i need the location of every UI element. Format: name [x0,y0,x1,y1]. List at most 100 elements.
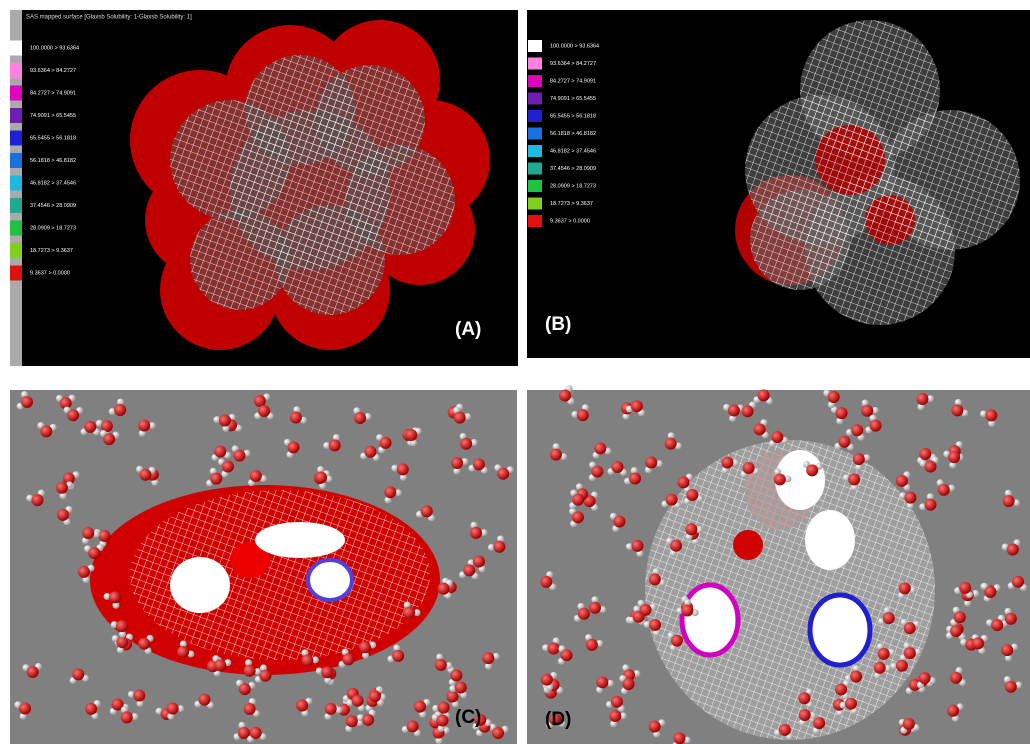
legend-swatch [528,215,542,227]
legend-label: 56.1818 > 46.8182 [30,158,76,164]
oxygen [991,619,1003,631]
oxygen [454,412,466,424]
oxygen [850,671,862,683]
oxygen [670,540,682,552]
oxygen [799,709,811,721]
oxygen [392,650,404,662]
oxygen [352,695,364,707]
oxygen [473,458,485,470]
oxygen [728,404,740,416]
oxygen [631,400,643,412]
oxygen [985,409,997,421]
oxygen [848,473,860,485]
oxygen [473,555,485,567]
legend-swatch [528,75,542,87]
oxygen [250,470,262,482]
oxygen [541,674,553,686]
oxygen [315,472,327,484]
oxygen [954,611,966,623]
oxygen [673,732,685,744]
legend-label: 28.0909 > 18.7273 [30,225,76,231]
oxygen [244,665,256,677]
legend-swatch [528,180,542,192]
oxygen [649,619,661,631]
oxygen [878,648,890,660]
legend-label: 74.9091 > 65.5455 [30,113,76,119]
oxygen [612,461,624,473]
oxygen [56,482,68,494]
oxygen [436,714,448,726]
oxygen [103,433,115,445]
oxygen [947,705,959,717]
oxygen [114,404,126,416]
oxygen [828,391,840,403]
oxygen [861,405,873,417]
oxygen [896,475,908,487]
oxygen [559,390,571,402]
oxygen [450,669,462,681]
oxygen [903,718,915,730]
oxygen [1005,613,1017,625]
oxygen [482,652,494,664]
legend-label: 37.4546 > 28.0909 [30,203,76,209]
oxygen [133,689,145,701]
oxygen [82,527,94,539]
oxygen [109,591,121,603]
oxygen [116,620,128,632]
oxygen [836,407,848,419]
oxygen [577,409,589,421]
oxygen [924,461,936,473]
legend-swatch [528,93,542,105]
oxygen [677,476,689,488]
oxygen [631,540,643,552]
oxygen [451,457,463,469]
oxygen [1012,576,1024,588]
legend-label: 37.4546 > 28.0909 [550,166,596,172]
oxygen [85,703,97,715]
oxygen [435,659,447,671]
oxygen [586,639,598,651]
oxygen [874,662,886,674]
oxygen [938,484,950,496]
oxygen [138,419,150,431]
oxygen [743,462,755,474]
oxygen [758,389,770,401]
panel-label: (A) [455,319,481,340]
oxygen [771,431,783,443]
legend-swatch [528,198,542,210]
oxygen [609,710,621,722]
oxygen [72,668,84,680]
oxygen [290,412,302,424]
oxygen [640,604,652,616]
oxygen [686,489,698,501]
oxygen [948,451,960,463]
oxygen [839,436,851,448]
oxygen [561,649,573,661]
oxygen [904,492,916,504]
oxygen [397,463,409,475]
legend-swatch [528,40,542,52]
oxygen [1007,543,1019,555]
legend-swatch [528,128,542,140]
oxygen [1001,644,1013,656]
oxygen [919,672,931,684]
legend-swatch [10,176,22,191]
oxygen [742,405,754,417]
oxygen [779,724,791,736]
legend-label: 9.3637 > 0.0000 [550,218,590,224]
oxygen [380,437,392,449]
legend-label: 100.0000 > 93.6364 [550,43,599,49]
oxygen [21,396,33,408]
oxygen [359,641,371,653]
legend-label: 65.5455 > 56.1818 [30,135,76,141]
panel-label: (B) [545,314,571,335]
oxygen [384,486,396,498]
oxygen [214,659,226,671]
oxygen [288,441,300,453]
oxygen [853,453,865,465]
oxygen [364,446,376,458]
oxygen [407,720,419,732]
oxygen [924,499,936,511]
oxygen [98,530,110,542]
oxygen [301,654,313,666]
